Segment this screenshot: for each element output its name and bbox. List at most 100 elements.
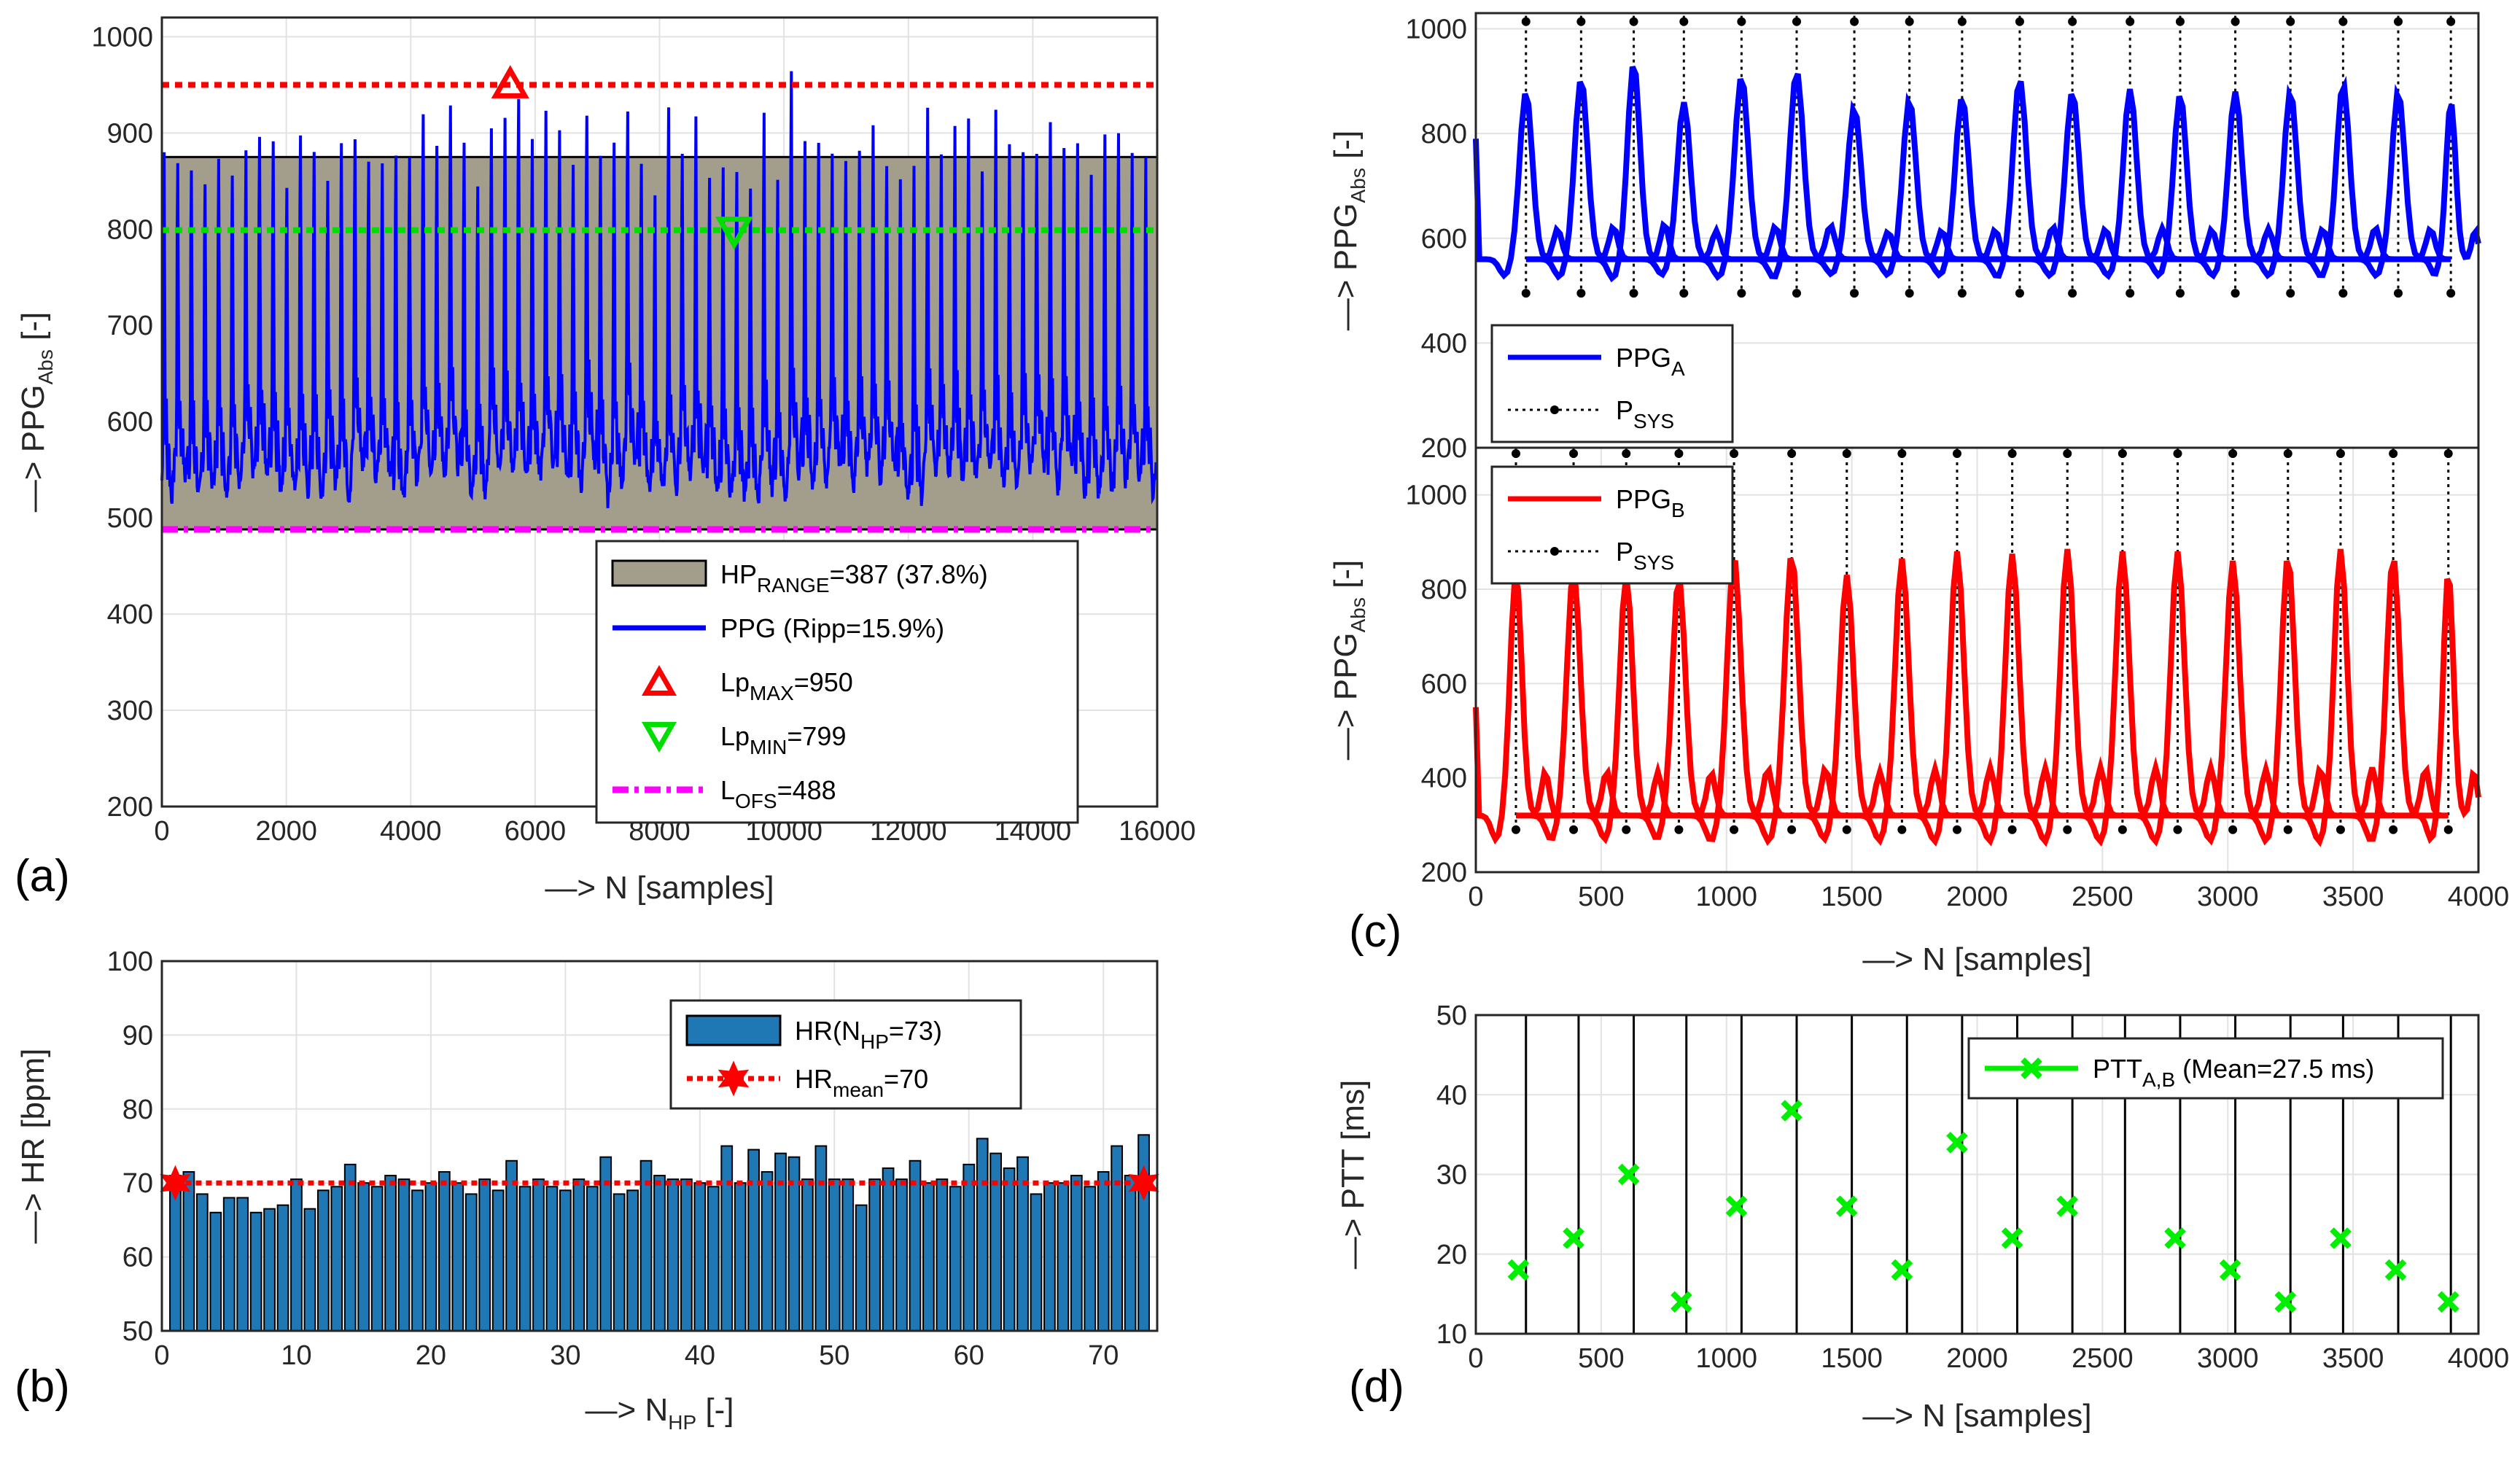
hr-bar <box>209 1211 222 1332</box>
legend-label-main: Lp <box>720 667 750 697</box>
p-sys-top-dot <box>2338 17 2348 26</box>
hr-bar <box>814 1145 828 1332</box>
hr-bar <box>761 1170 774 1332</box>
legend-label-sub: HP <box>860 1030 889 1053</box>
legend-label-sub: OFS <box>735 790 777 812</box>
hr-bar <box>464 1193 478 1332</box>
x-tick-label: 500 <box>1578 882 1624 912</box>
hr-bar <box>505 1159 518 1332</box>
p-sys-top-dot <box>1953 449 1961 458</box>
chart-b: 0 10 20 30 40 50 60 705060708090100HR(NHP=73)HR… <box>15 947 1159 1434</box>
y-tick-label: 1000 <box>1405 481 1467 511</box>
y-tick-label: 100 <box>107 947 153 977</box>
p-sys-bottom-dot <box>2446 289 2456 298</box>
x-axis-label-main: —> N [samples] <box>1862 941 2091 977</box>
x-axis-label: —> N [samples] <box>1862 941 2091 977</box>
legend-box <box>1967 1037 2444 1100</box>
p-sys-top-dot <box>1569 449 1579 458</box>
x-tick-label: 0 <box>1468 1343 1483 1374</box>
ptt-point <box>2437 1291 2459 1313</box>
x-tick-label: 50 <box>819 1340 849 1371</box>
legend-label-main: P <box>1616 537 1633 567</box>
p-sys-top-dot <box>2173 449 2182 458</box>
p-sys-top-dot <box>1576 17 1586 26</box>
y-axis-label: —> PPGAbs [-] <box>1328 560 1369 760</box>
legend-label: LpMAX=950 <box>720 667 853 704</box>
p-sys-bottom-dot <box>1629 289 1638 298</box>
p-sys-bottom-dot <box>1842 825 1851 834</box>
hr-bar <box>747 1149 761 1332</box>
legend-label-sub: A,B <box>2142 1068 2175 1091</box>
hr-bar <box>1030 1193 1043 1332</box>
p-sys-top-dot <box>2175 17 2185 26</box>
x-tick-label: 1500 <box>1821 882 1883 912</box>
ptt-point <box>1671 1291 1692 1313</box>
hr-bar <box>357 1182 370 1332</box>
p-sys-bottom-dot <box>2228 825 2238 834</box>
y-axis-label-text-sub: Abs <box>1347 597 1369 632</box>
x-tick-label: 2000 <box>255 816 317 847</box>
hr-bar <box>249 1211 262 1332</box>
hr-bar <box>612 1193 626 1332</box>
hr-bar <box>559 1189 572 1332</box>
x-tick-label: 30 <box>550 1340 580 1371</box>
p-sys-top-dot <box>1957 17 1967 26</box>
y-axis-label-text: —> PPGAbs [-] <box>1328 560 1369 760</box>
legend-label-rest: =488 <box>777 775 836 805</box>
hr-bar <box>895 1178 908 1332</box>
hr-bar <box>936 1178 949 1332</box>
p-sys-top-dot <box>2007 449 2017 458</box>
legend-key-bar <box>685 1014 782 1046</box>
p-sys-top-dot <box>2286 17 2295 26</box>
chart-a: 0 2000 4000 6000 8000 10000 12000 14000 16000200… <box>15 16 1196 906</box>
x-tick-label: 1000 <box>1695 1343 1757 1374</box>
p-sys-top-dot <box>1629 17 1638 26</box>
p-sys-bottom-dot <box>2063 825 2072 834</box>
hr-bar <box>882 1167 895 1332</box>
p-sys-bottom-dot <box>1792 289 1801 298</box>
hr-bar <box>1138 1134 1150 1332</box>
hr-bar <box>438 1170 451 1332</box>
ptt-point <box>1891 1259 1913 1281</box>
y-axis-label-text: —> PPGAbs [-] <box>15 312 57 512</box>
hr-bar <box>491 1189 505 1332</box>
p-sys-top-dot <box>1622 449 1631 458</box>
legend-box <box>1490 465 1734 585</box>
legend-key-tri-up <box>641 664 677 696</box>
x-axis-label: —> N [samples] <box>545 870 774 906</box>
x-tick-label: 500 <box>1578 1343 1624 1374</box>
x-tick-label: 2000 <box>1946 882 2008 912</box>
hr-bar <box>316 1189 330 1332</box>
hr-bar <box>976 1138 989 1332</box>
ppg-trace <box>160 71 1159 508</box>
hr-bar <box>182 1170 195 1332</box>
p-sys-top-dot <box>1512 449 1520 458</box>
hr-bar <box>1084 1186 1097 1332</box>
ptt-point <box>2056 1195 2079 1218</box>
hr-bar <box>424 1182 438 1332</box>
ptt-point <box>1507 1259 1530 1281</box>
hr-bar <box>626 1189 639 1332</box>
p-sys-bottom-dot <box>2394 289 2403 298</box>
x-axis-label-main: —> N [samples] <box>1862 1398 2091 1434</box>
panel-label-b: (b) <box>15 1361 70 1412</box>
legend-label-main: PPG <box>1616 343 1671 373</box>
hr-bar <box>343 1163 357 1332</box>
p-sys-top-dot <box>1674 449 1684 458</box>
p-sys-bottom-dot <box>1897 825 1907 834</box>
hr-bar <box>639 1159 653 1332</box>
legend-label-main: HR(N <box>795 1016 860 1046</box>
hr-bar <box>532 1178 545 1332</box>
legend-key-star-line-star <box>718 1060 750 1097</box>
lp-max-marker <box>491 65 529 98</box>
x-tick-label: 1500 <box>1821 1343 1883 1374</box>
p-sys-bottom-dot <box>2443 825 2453 834</box>
p-sys-bottom-dot <box>1737 289 1746 298</box>
hr-bar <box>572 1178 586 1332</box>
p-sys-bottom-dot <box>2338 289 2348 298</box>
y-axis-label-text-rest: [-] <box>15 312 51 349</box>
p-sys-top-dot <box>1905 17 1914 26</box>
axes-frame <box>160 960 1159 1332</box>
x-tick-label: 20 <box>416 1340 446 1371</box>
